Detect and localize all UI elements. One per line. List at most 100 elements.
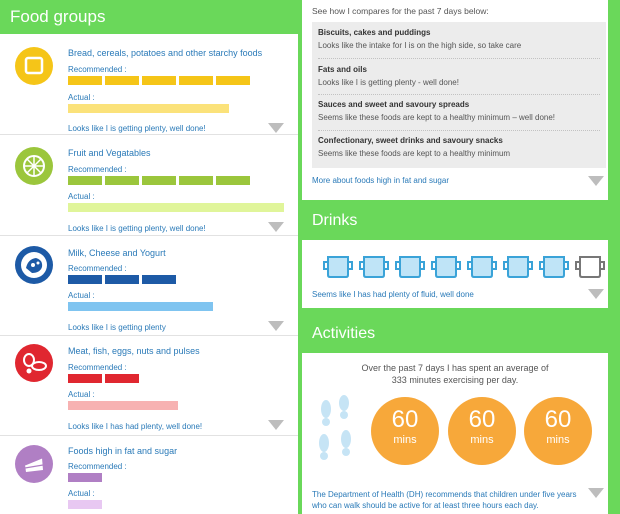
recommended-bar xyxy=(68,76,250,85)
recommended-block xyxy=(216,76,250,85)
recommended-block xyxy=(105,176,139,185)
recommended-label: Recommended : xyxy=(68,65,127,74)
food-group-title: Bread, cereals, potatoes and other starc… xyxy=(68,48,263,58)
expand-arrow-icon[interactable] xyxy=(268,123,284,133)
recommended-block xyxy=(105,275,139,284)
activities-summary-line1: Over the past 7 days I has spent an aver… xyxy=(361,363,549,373)
cup-full-icon xyxy=(358,255,390,279)
fat-sugar-detail-panel: See how I compares for the past 7 days b… xyxy=(302,0,608,200)
fat-item: Confectionary, sweet drinks and savoury … xyxy=(318,136,600,158)
recommended-block xyxy=(142,275,176,284)
meat-icon xyxy=(15,344,53,382)
food-group-message: Looks like I is getting plenty, well don… xyxy=(68,124,206,133)
actual-label: Actual : xyxy=(68,93,95,102)
fat-items-box: Biscuits, cakes and puddings Looks like … xyxy=(312,22,606,168)
recommended-label: Recommended : xyxy=(68,165,127,174)
recommended-block xyxy=(68,76,102,85)
food-group-title: Fruit and Vegatables xyxy=(68,148,151,158)
fat-item-heading: Fats and oils xyxy=(318,65,367,74)
recommended-label: Recommended : xyxy=(68,264,127,273)
fat-item-text: Looks like the intake for I is on the hi… xyxy=(318,41,522,50)
recommended-block xyxy=(68,374,102,383)
recommended-block xyxy=(142,76,176,85)
food-group-fruit: Fruit and Vegatables Recommended : Actua… xyxy=(0,136,298,236)
food-group-message: Looks like I is getting plenty xyxy=(68,323,166,332)
fat-item-text: Seems like these foods are kept to a hea… xyxy=(318,149,511,158)
expand-arrow-icon[interactable] xyxy=(268,222,284,232)
cup-full-icon xyxy=(538,255,570,279)
food-group-message: Looks like I is getting plenty, well don… xyxy=(68,224,206,233)
recommended-block xyxy=(179,176,213,185)
fat-item-heading: Sauces and sweet and savoury spreads xyxy=(318,100,470,109)
cup-empty-icon xyxy=(574,255,606,279)
food-group-fat-sugar: Foods high in fat and sugar Recommended … xyxy=(0,437,298,514)
recommended-block xyxy=(179,76,213,85)
activity-unit: mins xyxy=(393,434,417,446)
activity-bubble: 60 mins xyxy=(524,397,592,465)
drinks-title: Drinks xyxy=(312,212,358,229)
recommended-label: Recommended : xyxy=(68,462,127,471)
cup-full-icon xyxy=(466,255,498,279)
fat-item: Fats and oils Looks like I is getting pl… xyxy=(318,65,600,87)
activity-bubble: 60 mins xyxy=(448,397,516,465)
recommended-bar xyxy=(68,473,102,482)
recommended-bar xyxy=(68,176,250,185)
actual-bar xyxy=(68,302,213,311)
expand-arrow-icon[interactable] xyxy=(268,420,284,430)
bread-icon xyxy=(15,47,53,85)
divider xyxy=(318,94,600,95)
fat-item-heading: Biscuits, cakes and puddings xyxy=(318,28,431,37)
recommended-block xyxy=(68,176,102,185)
actual-label: Actual : xyxy=(68,390,95,399)
drinks-message: Seems like I has had plenty of fluid, we… xyxy=(312,290,474,299)
divider xyxy=(318,58,600,59)
recommended-bar xyxy=(68,275,176,284)
recommended-block xyxy=(105,76,139,85)
drinks-panel: Seems like I has had plenty of fluid, we… xyxy=(302,240,608,308)
expand-arrow-icon[interactable] xyxy=(588,289,604,299)
more-about-fat-sugar-link[interactable]: More about foods high in fat and sugar xyxy=(312,176,449,185)
recommended-label: Recommended : xyxy=(68,363,127,372)
activities-summary-line2: 333 minutes exercising per day. xyxy=(391,375,519,385)
expand-arrow-icon[interactable] xyxy=(588,488,604,498)
recommended-block xyxy=(105,374,139,383)
recommended-block xyxy=(68,473,102,482)
activity-bubble: 60 mins xyxy=(371,397,439,465)
expand-arrow-icon[interactable] xyxy=(588,176,604,186)
food-group-milk: Milk, Cheese and Yogurt Recommended : Ac… xyxy=(0,237,298,336)
food-groups-title: Food groups xyxy=(0,0,298,34)
fat-item: Sauces and sweet and savoury spreads See… xyxy=(318,100,600,122)
fat-item: Biscuits, cakes and puddings Looks like … xyxy=(318,28,600,50)
fat-item-text: Seems like these foods are kept to a hea… xyxy=(318,113,556,122)
fat-intro-text: See how I compares for the past 7 days b… xyxy=(312,6,489,16)
food-group-title: Milk, Cheese and Yogurt xyxy=(68,248,166,258)
cup-full-icon xyxy=(502,255,534,279)
activity-value: 60 xyxy=(544,406,572,433)
recommended-block xyxy=(68,275,102,284)
recommended-bar xyxy=(68,374,139,383)
actual-bar xyxy=(68,401,178,410)
food-group-message: Looks like I has had plenty, well done! xyxy=(68,422,203,431)
cup-full-icon xyxy=(430,255,462,279)
activity-unit: mins xyxy=(470,434,494,446)
activities-panel: Over the past 7 days I has spent an aver… xyxy=(302,353,608,514)
activity-value: 60 xyxy=(391,406,419,433)
footprints-icon xyxy=(314,395,358,465)
actual-label: Actual : xyxy=(68,489,95,498)
fat-item-text: Looks like I is getting plenty - well do… xyxy=(318,78,459,87)
actual-bar xyxy=(68,104,229,113)
cup-full-icon xyxy=(322,255,354,279)
food-group-title: Meat, fish, eggs, nuts and pulses xyxy=(68,346,200,356)
cake-icon xyxy=(15,445,53,483)
actual-bar xyxy=(68,500,102,509)
food-group-meat: Meat, fish, eggs, nuts and pulses Recomm… xyxy=(0,337,298,436)
expand-arrow-icon[interactable] xyxy=(268,321,284,331)
activity-value: 60 xyxy=(468,406,496,433)
actual-label: Actual : xyxy=(68,291,95,300)
food-groups-panel: Food groups Bread, cereals, potatoes and… xyxy=(0,0,298,514)
food-group-title: Foods high in fat and sugar xyxy=(68,446,178,456)
dh-recommendation-text: The Department of Health (DH) recommends… xyxy=(312,490,577,510)
actual-label: Actual : xyxy=(68,192,95,201)
activity-unit: mins xyxy=(546,434,570,446)
